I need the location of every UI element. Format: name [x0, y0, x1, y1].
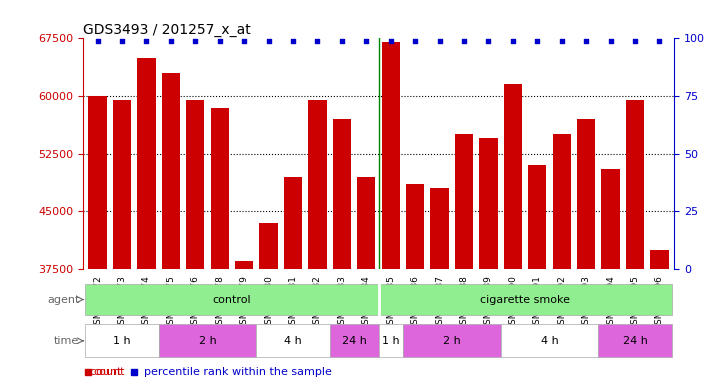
Text: control: control	[213, 295, 251, 305]
Text: 24 h: 24 h	[342, 336, 366, 346]
Bar	[626, 100, 644, 384]
Bar	[504, 84, 522, 384]
Text: GDS3493 / 201257_x_at: GDS3493 / 201257_x_at	[83, 23, 251, 37]
Bar	[332, 119, 351, 384]
Point	[434, 38, 446, 44]
Text: 1 h: 1 h	[382, 336, 399, 346]
Bar	[406, 184, 425, 384]
Bar	[598, 324, 672, 357]
Point	[287, 38, 298, 44]
Point	[507, 38, 518, 44]
Bar	[235, 261, 253, 384]
Bar	[403, 324, 500, 357]
Bar	[357, 177, 376, 384]
Bar	[186, 100, 205, 384]
Point	[629, 38, 641, 44]
Bar	[528, 165, 547, 384]
Bar	[500, 324, 598, 357]
Point	[482, 38, 494, 44]
Text: 4 h: 4 h	[541, 336, 558, 346]
Bar	[257, 324, 329, 357]
Text: 1 h: 1 h	[113, 336, 131, 346]
Bar	[381, 42, 400, 384]
Point	[263, 38, 275, 44]
Point	[239, 38, 250, 44]
Bar	[85, 324, 159, 357]
Bar	[329, 324, 379, 357]
Point	[410, 38, 421, 44]
Bar	[159, 324, 257, 357]
Bar	[113, 100, 131, 384]
Text: count: count	[83, 366, 121, 377]
Bar	[284, 177, 302, 384]
Bar	[552, 134, 571, 384]
Point	[214, 38, 226, 44]
Bar	[137, 58, 156, 384]
Point	[556, 38, 567, 44]
Bar	[379, 324, 403, 357]
Point	[605, 38, 616, 44]
Text: agent: agent	[47, 295, 79, 305]
Point	[165, 38, 177, 44]
Bar	[479, 138, 497, 384]
Text: count: count	[94, 366, 125, 377]
Bar	[260, 223, 278, 384]
Text: 2 h: 2 h	[443, 336, 461, 346]
Point	[190, 38, 201, 44]
Point	[311, 38, 323, 44]
Bar	[379, 284, 672, 315]
Point	[580, 38, 592, 44]
Point	[116, 38, 128, 44]
Text: 4 h: 4 h	[284, 336, 302, 346]
Text: 24 h: 24 h	[623, 336, 647, 346]
Point	[141, 38, 152, 44]
Point	[92, 38, 103, 44]
Point	[336, 38, 348, 44]
Bar	[309, 100, 327, 384]
Text: percentile rank within the sample: percentile rank within the sample	[137, 366, 332, 377]
Text: cigarette smoke: cigarette smoke	[480, 295, 570, 305]
Text: time: time	[54, 336, 79, 346]
Bar	[430, 188, 448, 384]
Bar	[85, 284, 379, 315]
Bar	[601, 169, 620, 384]
Bar	[211, 108, 229, 384]
Point	[654, 38, 665, 44]
Text: 2 h: 2 h	[199, 336, 216, 346]
Bar	[577, 119, 596, 384]
Point	[459, 38, 470, 44]
Bar	[650, 250, 668, 384]
Point	[360, 38, 372, 44]
Bar	[455, 134, 473, 384]
Point	[531, 38, 543, 44]
Bar	[162, 73, 180, 384]
Bar	[89, 96, 107, 384]
Point	[385, 38, 397, 44]
